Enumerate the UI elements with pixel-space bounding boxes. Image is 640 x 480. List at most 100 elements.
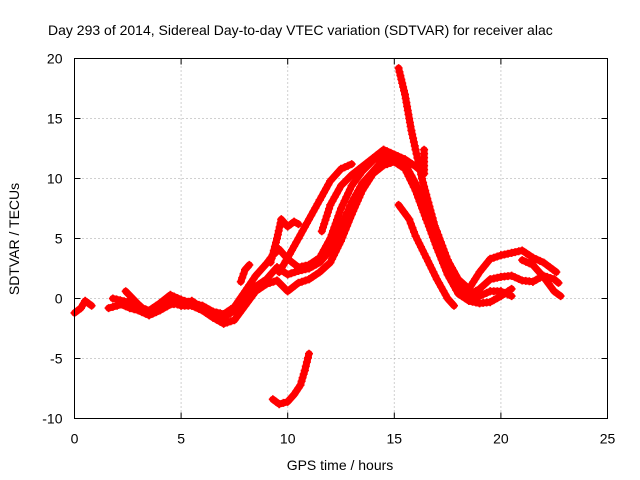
data-point-marker bbox=[404, 172, 413, 181]
data-point-marker bbox=[406, 175, 415, 184]
data-point-marker bbox=[442, 252, 451, 261]
x-axis-label: GPS time / hours bbox=[287, 457, 394, 473]
data-point-marker bbox=[116, 296, 125, 305]
data-point-marker bbox=[349, 207, 358, 216]
data-point-marker bbox=[297, 377, 306, 386]
data-point-marker bbox=[493, 273, 502, 282]
data-point-marker bbox=[426, 206, 435, 215]
data-point-marker bbox=[331, 247, 340, 256]
data-point-marker bbox=[410, 141, 419, 150]
data-point-marker bbox=[432, 229, 441, 238]
data-point-marker bbox=[415, 239, 424, 248]
data-point-marker bbox=[328, 254, 337, 263]
data-point-marker bbox=[396, 71, 405, 80]
data-point-marker bbox=[226, 317, 235, 326]
data-point-marker bbox=[304, 353, 312, 362]
data-point-marker bbox=[299, 370, 308, 379]
data-point-marker bbox=[273, 234, 281, 243]
data-point-marker bbox=[417, 200, 425, 209]
data-point-marker bbox=[420, 211, 429, 220]
x-tick-label: 25 bbox=[600, 431, 616, 447]
data-point-marker bbox=[330, 223, 339, 232]
data-point-marker bbox=[344, 189, 353, 198]
data-point-marker bbox=[290, 217, 299, 226]
data-point-marker bbox=[442, 266, 451, 275]
data-point-marker bbox=[420, 145, 429, 154]
data-point-marker bbox=[536, 256, 544, 265]
data-point-marker bbox=[414, 193, 423, 202]
data-point-marker bbox=[120, 297, 129, 306]
data-point-marker bbox=[335, 240, 344, 249]
y-axis-label: SDTVAR / TECUs bbox=[6, 183, 22, 295]
data-point-marker bbox=[326, 258, 335, 267]
data-point-marker bbox=[112, 295, 121, 304]
data-point-marker bbox=[486, 254, 495, 263]
data-series bbox=[70, 64, 565, 409]
data-point-marker bbox=[437, 241, 446, 249]
data-point-marker bbox=[283, 270, 292, 279]
data-point-marker bbox=[346, 214, 355, 223]
data-point-marker bbox=[408, 223, 417, 232]
data-point-marker bbox=[265, 278, 274, 287]
data-point-marker bbox=[408, 130, 417, 139]
data-point-marker bbox=[417, 242, 425, 251]
data-point-marker bbox=[552, 268, 561, 277]
data-point-marker bbox=[355, 193, 364, 202]
data-point-marker bbox=[422, 215, 431, 224]
data-point-marker bbox=[333, 244, 342, 253]
data-point-marker bbox=[418, 204, 427, 213]
data-point-marker bbox=[423, 218, 432, 227]
data-point-marker bbox=[322, 212, 331, 221]
data-point-marker bbox=[450, 301, 458, 310]
data-point-marker bbox=[411, 232, 420, 241]
data-point-marker bbox=[400, 86, 408, 95]
data-point-marker bbox=[345, 185, 354, 194]
data-point-marker bbox=[431, 271, 440, 280]
data-point-marker bbox=[267, 254, 276, 263]
data-point-marker bbox=[290, 268, 299, 277]
data-point-marker bbox=[187, 301, 196, 310]
data-point-marker bbox=[507, 284, 516, 293]
data-point-marker bbox=[532, 255, 541, 264]
data-point-marker bbox=[554, 278, 563, 287]
data-point-marker bbox=[302, 358, 311, 367]
data-point-marker bbox=[340, 196, 349, 205]
data-point-marker bbox=[347, 160, 356, 169]
data-point-marker bbox=[386, 158, 395, 167]
data-point-marker bbox=[422, 253, 431, 262]
data-point-marker bbox=[335, 208, 344, 217]
data-point-marker bbox=[320, 219, 329, 228]
x-tick-label: 15 bbox=[387, 431, 403, 447]
data-point-marker bbox=[423, 194, 432, 203]
data-point-marker bbox=[338, 233, 347, 242]
data-point-marker bbox=[301, 261, 310, 270]
series-track-c bbox=[109, 149, 516, 318]
data-point-marker bbox=[262, 280, 271, 289]
y-tick-label: 15 bbox=[47, 111, 63, 127]
data-point-marker bbox=[410, 227, 418, 236]
x-tick-label: 20 bbox=[493, 431, 509, 447]
x-tick-label: 0 bbox=[71, 431, 79, 447]
data-point-marker bbox=[417, 170, 426, 179]
data-point-marker bbox=[528, 253, 537, 262]
data-point-marker bbox=[440, 248, 449, 257]
data-point-marker bbox=[418, 246, 427, 255]
data-point-marker bbox=[383, 160, 392, 169]
data-point-marker bbox=[333, 215, 341, 224]
data-point-marker bbox=[270, 242, 279, 251]
data-point-marker bbox=[300, 366, 309, 375]
data-point-marker bbox=[408, 179, 417, 188]
data-point-marker bbox=[268, 250, 277, 259]
y-tick-label: 20 bbox=[47, 51, 63, 67]
data-point-marker bbox=[279, 398, 288, 407]
data-point-marker bbox=[325, 204, 334, 213]
data-point-marker bbox=[397, 75, 406, 84]
data-point-marker bbox=[340, 163, 349, 172]
data-point-marker bbox=[411, 186, 420, 195]
data-point-marker bbox=[317, 227, 326, 236]
data-point-marker bbox=[420, 250, 429, 259]
data-point-marker bbox=[525, 259, 534, 268]
data-point-marker bbox=[216, 309, 225, 318]
data-point-marker bbox=[489, 253, 498, 262]
data-point-marker bbox=[238, 273, 247, 282]
